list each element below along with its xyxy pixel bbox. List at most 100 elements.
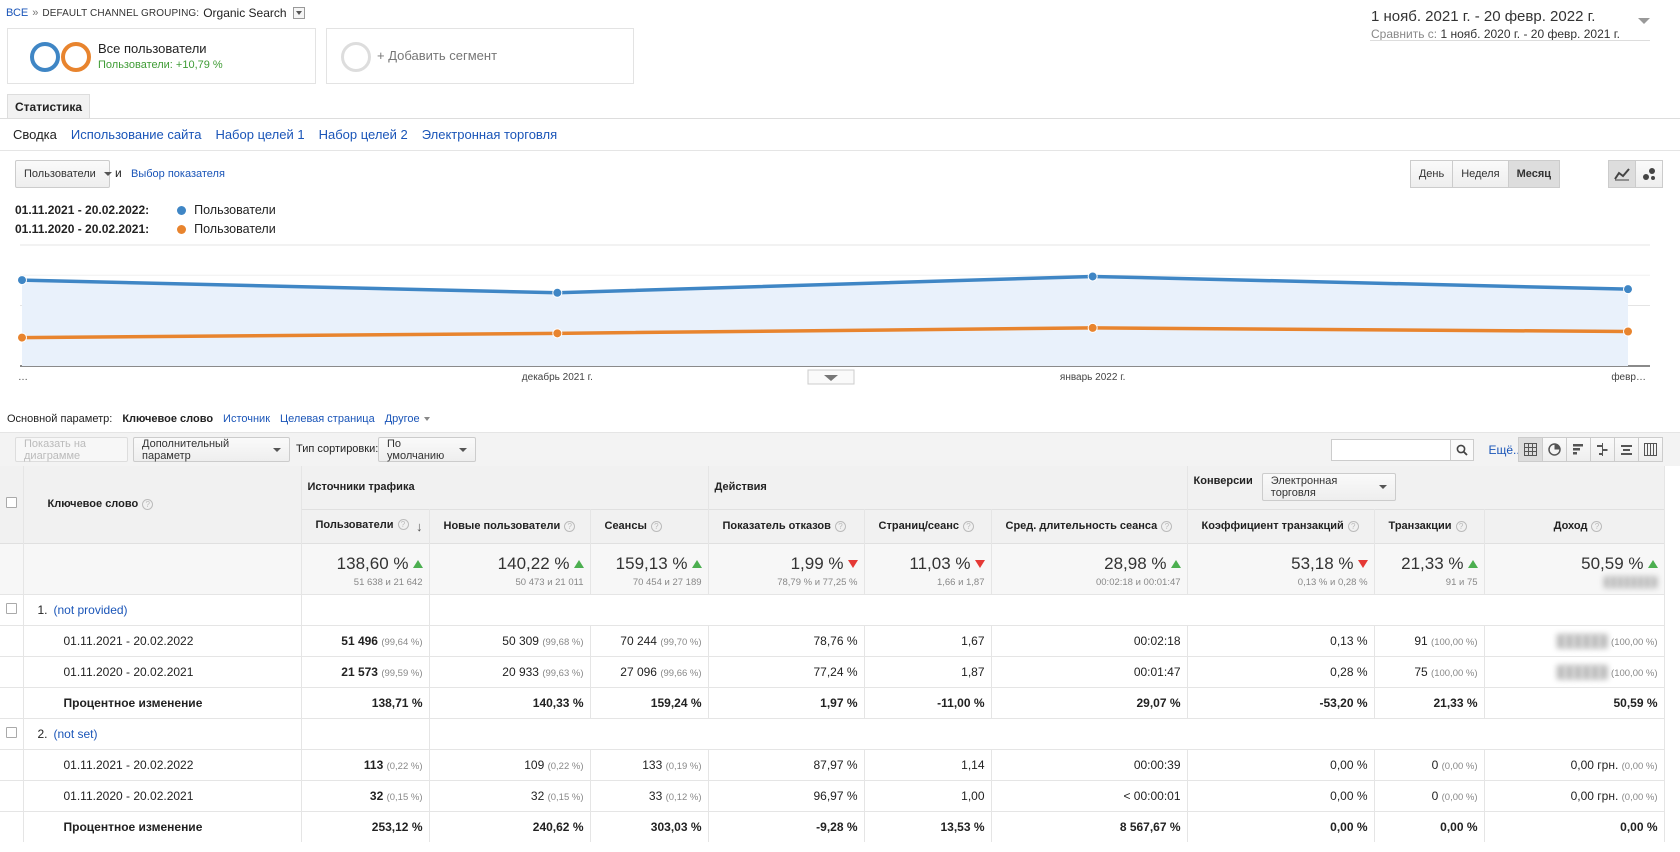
row-checkbox[interactable] (6, 602, 17, 614)
help-icon[interactable]: ? (1161, 520, 1173, 532)
help-icon[interactable]: ? (1591, 520, 1603, 532)
subtab-goal-set-2[interactable]: Набор целей 2 (318, 127, 408, 142)
column-header-revenue[interactable]: Доход? (1484, 508, 1665, 543)
table-row-keyword[interactable]: 2. (not set) (0, 717, 1665, 749)
subtab-summary[interactable]: Сводка (13, 127, 57, 142)
change-value: 140,33 % (532, 695, 584, 710)
data-point[interactable] (1623, 326, 1633, 337)
view-pivot-button[interactable] (1638, 437, 1663, 462)
cell-percent: (0,19 %) (665, 760, 702, 772)
arrow-up-icon (573, 560, 584, 569)
column-header-new-users[interactable]: Новые пользователи? (429, 508, 591, 543)
data-point[interactable] (552, 287, 563, 298)
data-point[interactable] (17, 275, 27, 286)
help-icon[interactable]: ? (834, 520, 846, 532)
segment-all-users[interactable]: Все пользователи Пользователи: +10,79 % (7, 28, 316, 84)
arrow-up-icon (1647, 560, 1658, 569)
cell-value: 0,28 % (1330, 664, 1368, 679)
help-icon[interactable]: ? (1347, 520, 1359, 532)
subtab-site-usage[interactable]: Использование сайта (70, 127, 202, 142)
add-segment-button[interactable]: + Добавить сегмент (326, 28, 634, 84)
help-icon[interactable]: ? (1455, 520, 1467, 532)
group-conversions-header: Конверсии Электронная торговля (1187, 466, 1665, 509)
table-search-input[interactable] (1331, 439, 1451, 461)
dimension-landing-page[interactable]: Целевая страница (280, 413, 375, 425)
cell-pages-per-session: 1,00 (864, 779, 992, 811)
total-value-text: 28,98 % (1104, 553, 1167, 573)
dimension-other[interactable]: Другое (385, 413, 430, 425)
table-row-period: 01.11.2020 - 20.02.2021 32 (0,15 %) 32 (0,… (0, 779, 1665, 811)
help-icon[interactable]: ? (963, 520, 975, 532)
row-check-cell (0, 655, 24, 687)
cell-new-users: 20 933 (99,63 %) (429, 655, 591, 687)
redacted-value: ██████ (1556, 633, 1608, 648)
breadcrumb-dropdown-icon[interactable] (292, 7, 305, 19)
cell-transactions: 75 (100,00 %) (1374, 655, 1485, 687)
column-header-users[interactable]: Пользователи? ↓ (301, 508, 430, 543)
change-value: -9,28 % (816, 819, 858, 834)
view-table-button[interactable] (1518, 437, 1543, 462)
users-line-chart[interactable]: 10 00020 000…декабрь 2021 г.январь 2022 … (0, 240, 1680, 390)
help-icon[interactable]: ? (397, 519, 409, 531)
help-icon[interactable]: ? (564, 520, 576, 532)
chevron-down-icon (824, 375, 838, 381)
column-header-sessions[interactable]: Сеансы? (590, 508, 709, 543)
cell-pages-per-session: 1,14 (864, 748, 992, 780)
subtab-goal-set-1[interactable]: Набор целей 1 (215, 127, 305, 142)
column-header-transaction-rate[interactable]: Коэффициент транзакций? (1187, 508, 1375, 543)
column-header-avg-session-duration[interactable]: Сред. длительность сеанса? (991, 508, 1188, 543)
tab-statistics[interactable]: Статистика (7, 94, 91, 119)
column-header-bounce-rate[interactable]: Показатель отказов? (708, 508, 865, 543)
line-chart-view-button[interactable] (1608, 160, 1636, 188)
show-on-chart-button[interactable]: Показать на диаграмме (15, 437, 128, 462)
table-row-keyword[interactable]: 1. (not provided) (0, 593, 1665, 625)
change-label: Процентное изменение (63, 819, 203, 834)
more-link[interactable]: Ещё... (1488, 443, 1523, 457)
view-compare-button[interactable] (1590, 437, 1615, 462)
data-point[interactable] (17, 332, 27, 343)
column-header-pages-per-session[interactable]: Страниц/сеанс? (864, 508, 992, 543)
dimension-source[interactable]: Источник (223, 413, 271, 425)
view-term-cloud-button[interactable] (1614, 437, 1639, 462)
view-bar-button[interactable] (1566, 437, 1591, 462)
change-value: 0,00 % (1440, 819, 1478, 834)
help-icon[interactable]: ? (650, 520, 662, 532)
data-point[interactable] (1623, 284, 1633, 295)
select-all-checkbox[interactable] (6, 497, 17, 509)
motion-chart-view-button[interactable] (1635, 160, 1663, 188)
keyword-row-spacer (301, 717, 430, 749)
secondary-dimension-select[interactable]: Дополнительный параметр (133, 437, 290, 462)
data-point[interactable] (552, 328, 563, 339)
period-month-button[interactable]: Месяц (1507, 160, 1560, 188)
cell-revenue: ██████ (100,00 %) (1484, 655, 1665, 687)
keyword-link[interactable]: (not provided) (53, 602, 128, 617)
legend-orange-dot-icon (177, 224, 187, 234)
table-row-period: 01.11.2021 - 20.02.2022 51 496 (99,64 %) 5… (0, 624, 1665, 656)
period-week-button[interactable]: Неделя (1452, 160, 1509, 188)
change-value: -11,00 % (937, 695, 985, 710)
sort-desc-icon[interactable]: ↓ (416, 518, 423, 534)
data-point[interactable] (1087, 322, 1098, 333)
search-button[interactable] (1450, 439, 1474, 461)
cell-users: 113 (0,22 %) (301, 748, 430, 780)
date-range-caret-icon[interactable] (1638, 18, 1650, 24)
sort-type-select[interactable]: По умолчанию (378, 437, 476, 462)
keyword-link[interactable]: (not set) (53, 726, 98, 741)
date-range-picker[interactable]: 1 нояб. 2021 г. - 20 февр. 2022 г. Сравн… (1371, 8, 1620, 41)
dimension-keyword[interactable]: Ключевое слово (122, 413, 214, 425)
subtab-ecommerce[interactable]: Электронная торговля (421, 127, 558, 142)
keyword-header[interactable]: Ключевое слово? (23, 466, 302, 543)
choose-metric-link[interactable]: Выбор показателя (131, 168, 225, 180)
data-point[interactable] (1087, 271, 1098, 282)
sort-type-value: По умолчанию (387, 437, 445, 462)
help-icon[interactable]: ? (142, 498, 154, 510)
conversions-select[interactable]: Электронная торговля (1261, 473, 1396, 502)
row-checkbox[interactable] (6, 726, 17, 738)
segment-ring-blue-icon (30, 42, 60, 72)
cell-value: 20 933 (502, 664, 539, 679)
column-header-transactions[interactable]: Транзакции? (1374, 508, 1485, 543)
period-day-button[interactable]: День (1409, 160, 1454, 188)
view-pie-button[interactable] (1542, 437, 1567, 462)
breadcrumb-all-link[interactable]: ВСЕ (6, 7, 29, 19)
metric-select[interactable]: Пользователи (15, 160, 112, 188)
